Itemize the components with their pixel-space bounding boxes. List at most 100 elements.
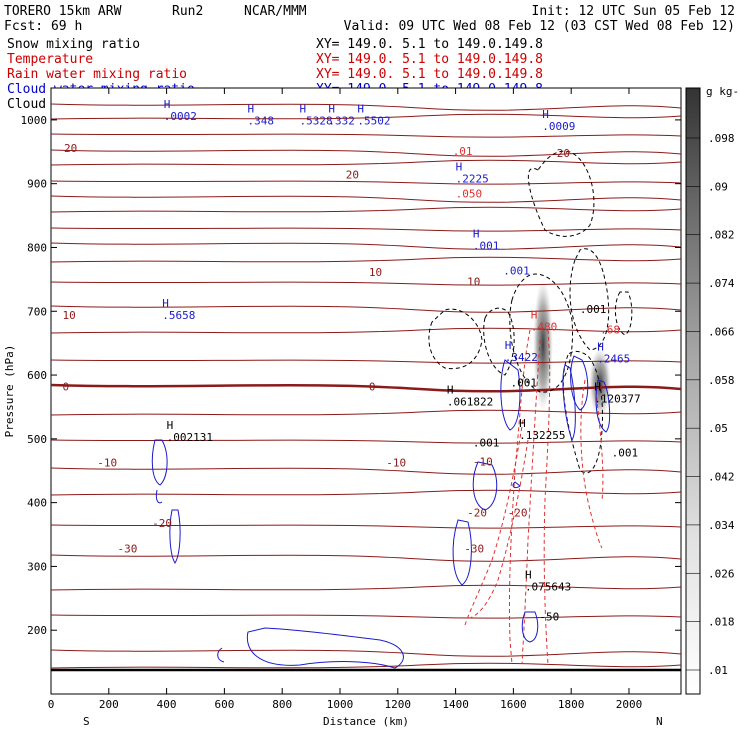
ice-label-max-marker: H <box>594 380 601 393</box>
colorbar-tick-label: .09 <box>708 180 728 193</box>
temperature-label: -20 <box>508 507 528 520</box>
colorbar-tick-label: .066 <box>708 325 735 338</box>
temperature-label: -10 <box>97 456 117 469</box>
temperature-contour <box>51 242 681 250</box>
x-endpoint-south: S <box>83 715 90 728</box>
temperature-contour <box>51 409 681 416</box>
x-axis-title: Distance (km) <box>323 715 409 728</box>
temperature-contours <box>51 103 681 669</box>
rain-label: .050 <box>456 188 483 201</box>
cloudwater-label-max-marker: H <box>357 102 364 115</box>
cloudwater-label: .5328 <box>300 114 333 127</box>
y-tick-label: 700 <box>27 305 47 318</box>
cloudwater-label: .0002 <box>164 110 197 123</box>
cloudwater-label-max-marker: H <box>456 160 463 173</box>
ice-label: .001 <box>612 447 639 460</box>
colorbar-tick-label: .082 <box>708 229 735 242</box>
rain-label: .01 <box>453 145 473 158</box>
rain-label-max-marker: H <box>531 308 538 321</box>
temperature-label: 10 <box>467 276 480 289</box>
temperature-contour <box>51 281 681 286</box>
y-tick-label: 300 <box>27 560 47 573</box>
temperature-contour <box>51 227 681 232</box>
temperature-contour <box>51 584 681 591</box>
temperature-contour <box>51 180 681 185</box>
colorbar-tick-label: .042 <box>708 471 735 484</box>
temperature-contour <box>51 195 681 203</box>
rain-contours <box>464 329 604 665</box>
y-tick-label: 1000 <box>21 114 48 127</box>
x-tick-label: 1400 <box>442 698 469 711</box>
cloudwater-label-max-marker: H <box>300 102 307 115</box>
rain-label: .480 <box>531 320 558 333</box>
legend-xy-label: XY= 149.0. 5.1 to 149.0.149.8 <box>316 67 543 82</box>
temperature-label: -20 <box>467 507 487 520</box>
temperature-label: 10 <box>369 266 382 279</box>
valid-time: Valid: 09 UTC Wed 08 Feb 12 (03 CST Wed … <box>344 19 735 34</box>
temperature-contour <box>51 614 681 619</box>
y-tick-label: 900 <box>27 178 47 191</box>
cloudwater-label: .001 <box>473 239 500 252</box>
cloudwater-label: .5502 <box>357 114 390 127</box>
ice-label: .075643 <box>525 581 571 594</box>
org-label: NCAR/MMM <box>244 4 307 19</box>
legend-xy-label: XY= 149.0. 5.1 to 149.0.149.8 <box>316 52 543 67</box>
y-axis-title: Pressure (hPa) <box>3 345 16 438</box>
colorbar-tick-label: .018 <box>708 616 735 629</box>
x-tick-label: 0 <box>48 698 55 711</box>
run-label: Run2 <box>172 4 203 19</box>
legend-entry: Snow mixing ratio <box>7 37 140 52</box>
temperature-contour <box>51 383 681 393</box>
ice-label-max-marker: H <box>167 419 174 432</box>
y-tick-label: 800 <box>27 241 47 254</box>
x-tick-label: 1800 <box>558 698 585 711</box>
cloudwater-label: .348 <box>248 114 275 127</box>
contour-labels: -30 -30 -20 -20 -20 -10 -10 -10 0 0 10 10 10 20 20 20 -5… <box>63 98 641 624</box>
cloudwater-label: .5658 <box>162 309 195 322</box>
temperature-contour <box>51 524 681 529</box>
temperature-contour <box>51 359 681 364</box>
y-tick-label: 500 <box>27 433 47 446</box>
x-tick-label: 200 <box>99 698 119 711</box>
ice-label-max-marker: H <box>447 384 454 397</box>
temperature-contour <box>51 305 681 313</box>
temperature-contour <box>51 489 681 496</box>
cloudwater-label: .332 <box>328 114 355 127</box>
temperature-label: -10 <box>473 456 493 469</box>
x-endpoint-north: N <box>656 715 663 728</box>
temperature-label: 0 <box>63 380 70 393</box>
x-tick-label: 800 <box>272 698 292 711</box>
temperature-contour <box>51 554 681 562</box>
plot-frame <box>50 87 682 695</box>
temperature-label: -30 <box>117 542 137 555</box>
colorbar-tick-label: .074 <box>708 277 735 290</box>
colorbar-tick-label: .034 <box>708 519 735 532</box>
temperature-contour <box>51 206 681 213</box>
temperature-label: -30 <box>464 542 484 555</box>
colorbar <box>685 87 701 695</box>
temperature-contour <box>51 103 681 111</box>
ice-label: .061822 <box>447 396 493 409</box>
legend-entry: Temperature <box>7 52 93 67</box>
cloudwater-label-max-marker: H <box>164 98 171 111</box>
temperature-contour <box>51 467 681 475</box>
cloudwater-label-max-marker: H <box>597 340 604 353</box>
legend-xy-label: XY= 149.0. 5.1 to 149.0.149.8 <box>316 37 543 52</box>
temperature-contour <box>51 113 681 120</box>
colorbar-tick-label: .058 <box>708 374 735 387</box>
temperature-label: 10 <box>63 309 76 322</box>
x-tick-label: 600 <box>214 698 234 711</box>
temperature-contour <box>51 649 681 657</box>
y-tick-label: 400 <box>27 497 47 510</box>
temperature-label: 0 <box>369 380 376 393</box>
temperature-label: -20 <box>152 517 172 530</box>
ice-label: .002131 <box>167 431 213 444</box>
temperature-label: -10 <box>386 456 406 469</box>
x-tick-label: 1600 <box>500 698 527 711</box>
temperature-contour <box>51 662 681 669</box>
colorbar-tick-label: .05 <box>708 422 728 435</box>
ice-contours <box>428 150 633 474</box>
y-tick-label: 600 <box>27 369 47 382</box>
